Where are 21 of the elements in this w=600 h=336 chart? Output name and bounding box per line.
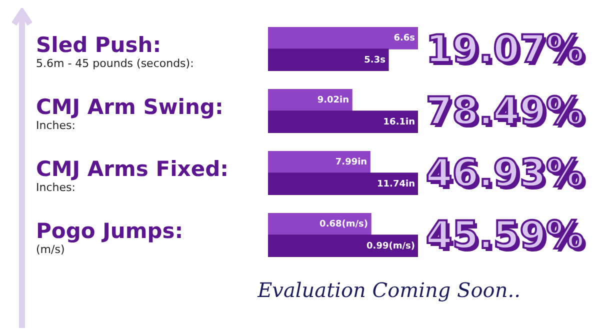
text: 5.6m - 45 pounds (seconds): [36,57,195,71]
text: 19.07% [424,27,586,71]
data-label: 0.99(m/s) [366,241,415,252]
chart-title: CMJ Arm Swing: [36,95,224,119]
chart-title: CMJ Arms Fixed: [36,157,230,181]
text: Evaluation Coming Soon.. [258,278,520,302]
text: Inches: [36,119,76,133]
text: (m/s) [36,243,66,257]
data-label: 16.1in [383,117,415,128]
text: 45.59% [424,213,586,257]
text: Sled Push: [36,33,162,57]
text: 46.93% [424,151,586,195]
chart-title: Pogo Jumps: [36,219,184,243]
data-label: 9.02in [317,95,350,106]
data-label: 6.6s [394,33,415,44]
data-label: 7.99in [335,157,368,168]
data-label: 0.68(m/s) [320,219,368,230]
data-label: 11.74in [377,179,415,190]
text: 78.49% [424,89,586,133]
data-label: 5.3s [364,55,386,66]
text: Inches: [36,181,76,195]
